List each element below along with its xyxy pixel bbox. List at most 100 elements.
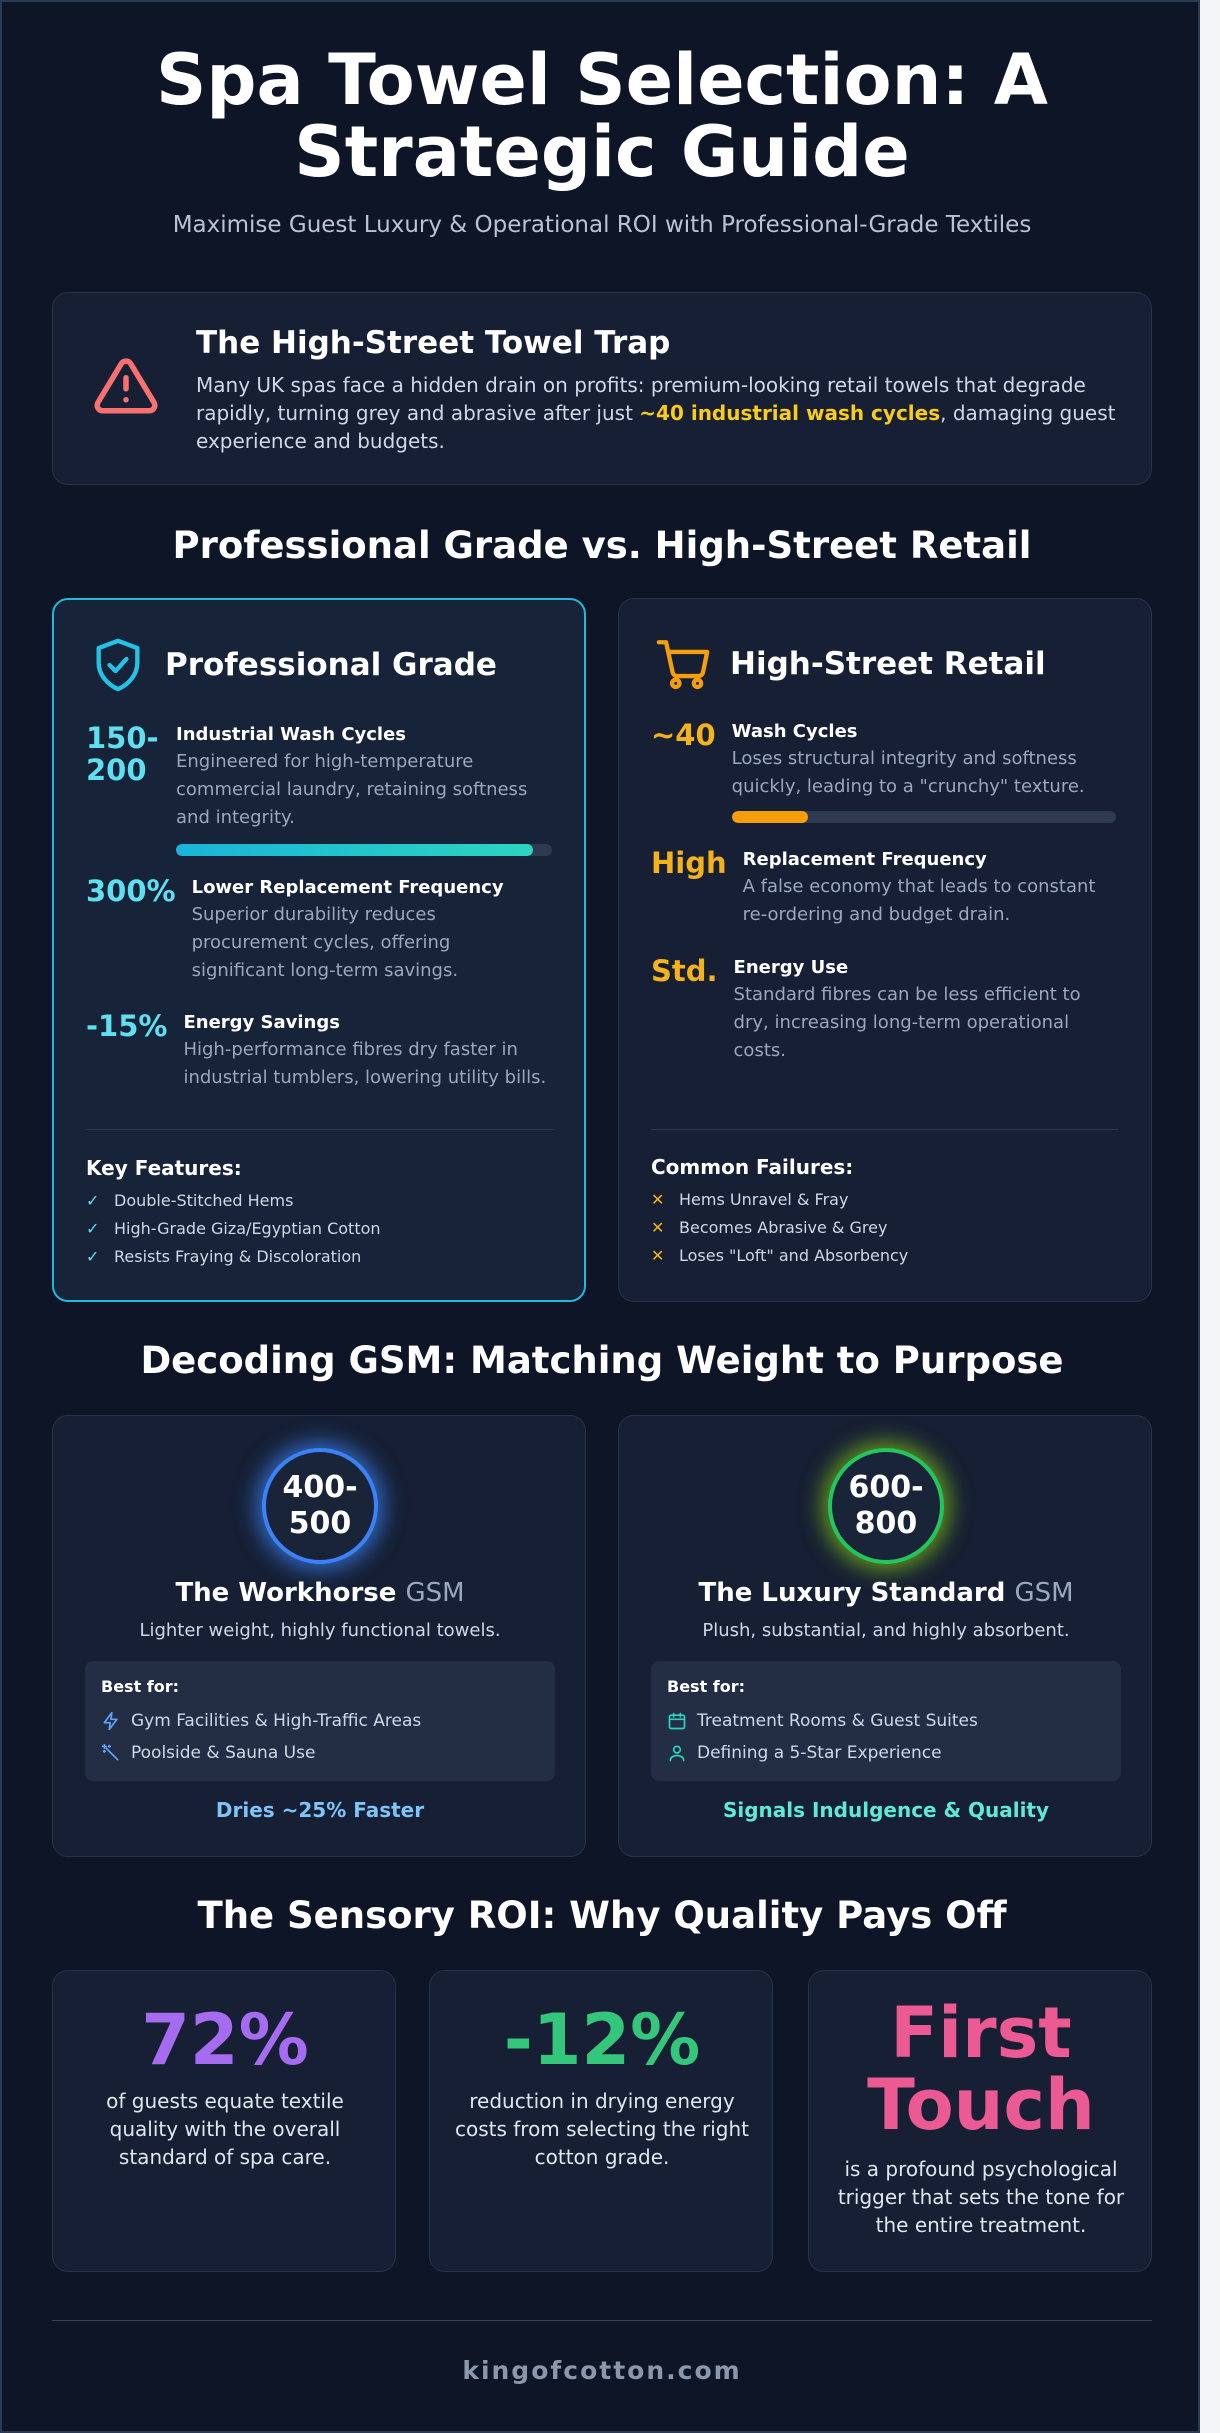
gsm-footer: Dries ~25% Faster bbox=[215, 1798, 425, 1822]
roi-value: First Touch bbox=[867, 1992, 1095, 2146]
best-for-label: Best for: bbox=[101, 1677, 180, 1696]
stat-description: Loses structural integrity and softness … bbox=[731, 748, 1085, 797]
roi-description: is a profound psychological trigger that… bbox=[837, 2157, 1125, 2237]
person-icon bbox=[669, 1745, 685, 1762]
failure-text: Hems Unravel & Fray bbox=[679, 1189, 849, 1209]
features-title: Key Features: bbox=[86, 1156, 242, 1180]
shopping-cart-icon bbox=[656, 640, 710, 690]
gsm-name-text: The Luxury Standard bbox=[698, 1578, 1006, 1608]
wash-cycles-bar-fill bbox=[176, 844, 534, 856]
best-for-box: Best for: Treatment Rooms & Guest Suites… bbox=[651, 1661, 1121, 1781]
best-for-item: Defining a 5-Star Experience bbox=[667, 1737, 978, 1769]
stat-value: ~40 bbox=[651, 718, 716, 752]
wand-icon bbox=[101, 1743, 119, 1761]
footer-site[interactable]: kingofcotton.com bbox=[462, 2356, 742, 2385]
feature-text: High-Grade Giza/Egyptian Cotton bbox=[114, 1218, 381, 1238]
calendar-icon bbox=[668, 1712, 686, 1730]
page-subtitle: Maximise Guest Luxury & Operational ROI … bbox=[172, 212, 1032, 238]
divider bbox=[651, 1129, 1119, 1130]
gsm-name-text: The Workhorse bbox=[175, 1578, 397, 1608]
best-for-item: Gym Facilities & High-Traffic Areas bbox=[101, 1705, 421, 1737]
gsm-name: The Luxury Standard GSM bbox=[619, 1578, 1153, 1608]
trap-highlight: ~40 industrial wash cycles bbox=[639, 401, 941, 425]
gsm-range: 400- 500 bbox=[282, 1470, 358, 1541]
roi-card-energy: -12% reduction in drying energy costs fr… bbox=[429, 1970, 773, 2272]
wash-cycles-bar bbox=[176, 844, 552, 856]
stat-label: Energy Savings bbox=[183, 1012, 340, 1033]
gsm-unit: GSM bbox=[405, 1578, 465, 1608]
roi-card-guests: 72% of guests equate textile quality wit… bbox=[52, 1970, 396, 2272]
retail-header: High-Street Retail bbox=[654, 635, 1046, 693]
roi-value: 72% bbox=[141, 1999, 309, 2081]
stat-value: 300% bbox=[86, 874, 176, 908]
best-for-item: Treatment Rooms & Guest Suites bbox=[667, 1705, 978, 1737]
divider bbox=[86, 1129, 554, 1130]
towel-trap-card: The High-Street Towel Trap Many UK spas … bbox=[52, 292, 1152, 485]
stat-label: Lower Replacement Frequency bbox=[191, 877, 504, 898]
x-icon: ✕ bbox=[651, 1245, 665, 1265]
trap-body-text: Many UK spas face a hidden drain on prof… bbox=[196, 373, 1086, 425]
footer-divider bbox=[52, 2320, 1152, 2321]
professional-grade-card: Professional Grade 150- 200 Industrial W… bbox=[52, 598, 586, 1302]
roi-value: -12% bbox=[503, 1999, 701, 2081]
stat-description: A false economy that leads to constant r… bbox=[742, 876, 1096, 925]
failure-text: Loses "Loft" and Absorbency bbox=[679, 1245, 909, 1265]
feature-item: ✓ High-Grade Giza/Egyptian Cotton bbox=[86, 1214, 381, 1242]
comparison-section-title: Professional Grade vs. High-Street Retai… bbox=[172, 524, 1032, 567]
failure-item: ✕ Loses "Loft" and Absorbency bbox=[651, 1241, 908, 1269]
best-for-label: Best for: bbox=[667, 1677, 746, 1696]
stat-value: Std. bbox=[651, 954, 718, 988]
stat-description: High-performance fibres dry faster in in… bbox=[183, 1039, 547, 1088]
best-for-text: Gym Facilities & High-Traffic Areas bbox=[131, 1711, 422, 1731]
stat-energy-use: Std. Energy Use Standard fibres can be l… bbox=[651, 955, 1114, 1065]
stat-label: Wash Cycles bbox=[731, 721, 858, 742]
trap-title: The High-Street Towel Trap bbox=[196, 325, 671, 361]
best-for-text: Treatment Rooms & Guest Suites bbox=[697, 1711, 978, 1731]
features-list: ✓ Double-Stitched Hems ✓ High-Grade Giza/E… bbox=[86, 1186, 381, 1270]
stat-replacement: 300% Lower Replacement Frequency Superio… bbox=[86, 875, 512, 985]
roi-card-first-touch: First Touch is a profound psychological … bbox=[808, 1970, 1152, 2272]
feature-text: Resists Fraying & Discoloration bbox=[114, 1246, 362, 1266]
check-icon: ✓ bbox=[86, 1246, 100, 1266]
stat-label: Replacement Frequency bbox=[742, 849, 987, 870]
stat-description: Standard fibres can be less efficient to… bbox=[733, 984, 1081, 1061]
shield-check-icon bbox=[96, 638, 140, 692]
stat-wash-cycles: ~40 Wash Cycles Loses structural integri… bbox=[651, 719, 1116, 823]
roi-description: reduction in drying energy costs from se… bbox=[454, 2089, 750, 2169]
failures-title: Common Failures: bbox=[651, 1155, 854, 1179]
luxury-standard-card: 600- 800 The Luxury Standard GSM Plush, … bbox=[618, 1415, 1152, 1857]
stat-wash-cycles: 150- 200 Industrial Wash Cycles Engineer… bbox=[86, 722, 552, 856]
page-title: Spa Towel Selection: A Strategic Guide bbox=[156, 39, 1048, 193]
stat-energy-savings: -15% Energy Savings High-performance fib… bbox=[86, 1010, 563, 1092]
stat-value: -15% bbox=[86, 1009, 168, 1043]
stat-description: Superior durability reduces procurement … bbox=[191, 904, 459, 981]
x-icon: ✕ bbox=[651, 1217, 665, 1237]
stat-description: Engineered for high-temperature commerci… bbox=[176, 751, 528, 828]
roi-description: of guests equate textile quality with th… bbox=[106, 2089, 344, 2169]
check-icon: ✓ bbox=[86, 1218, 100, 1238]
failure-text: Becomes Abrasive & Grey bbox=[679, 1217, 888, 1237]
feature-text: Double-Stitched Hems bbox=[114, 1190, 294, 1210]
feature-item: ✓ Double-Stitched Hems bbox=[86, 1186, 381, 1214]
gsm-range-badge: 400- 500 bbox=[262, 1448, 378, 1564]
retail-title: High-Street Retail bbox=[730, 646, 1046, 682]
warning-triangle-icon bbox=[94, 358, 158, 414]
stat-value: 150- 200 bbox=[86, 721, 159, 787]
failure-item: ✕ Hems Unravel & Fray bbox=[651, 1185, 908, 1213]
wash-cycles-bar-fill bbox=[731, 811, 809, 823]
stat-label: Energy Use bbox=[733, 957, 849, 978]
stat-value: High bbox=[651, 846, 727, 880]
gsm-description: Lighter weight, highly functional towels… bbox=[139, 1620, 501, 1641]
trap-body: Many UK spas face a hidden drain on prof… bbox=[196, 371, 1116, 455]
roi-section-title: The Sensory ROI: Why Quality Pays Off bbox=[197, 1894, 1007, 1937]
gsm-description: Plush, substantial, and highly absorbent… bbox=[702, 1620, 1070, 1641]
wash-cycles-bar bbox=[731, 811, 1116, 823]
failure-item: ✕ Becomes Abrasive & Grey bbox=[651, 1213, 908, 1241]
check-icon: ✓ bbox=[86, 1190, 100, 1210]
high-street-retail-card: High-Street Retail ~40 Wash Cycles Loses… bbox=[618, 598, 1152, 1302]
gsm-range-badge: 600- 800 bbox=[828, 1448, 944, 1564]
professional-title: Professional Grade bbox=[165, 647, 497, 683]
best-for-text: Poolside & Sauna Use bbox=[131, 1743, 316, 1763]
best-for-text: Defining a 5-Star Experience bbox=[697, 1743, 942, 1763]
